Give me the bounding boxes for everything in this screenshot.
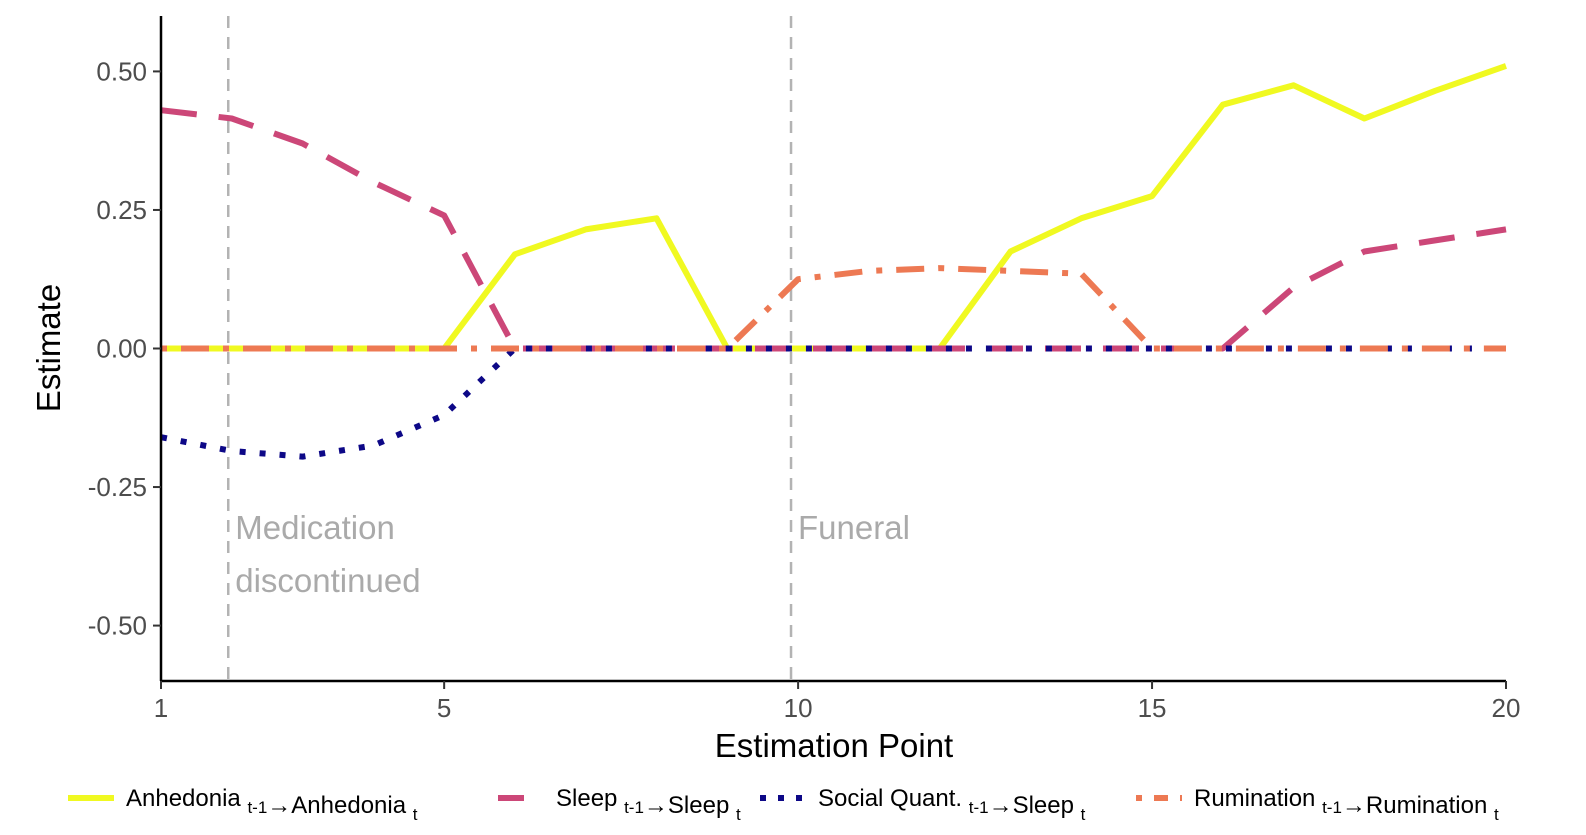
y-tick-label: 0.25 xyxy=(96,195,147,225)
x-tick-label: 1 xyxy=(154,693,168,723)
axis-ticks: 1 5 10 15 200.500.250.00-0.25-0.50 xyxy=(88,56,1521,723)
series-lines xyxy=(160,63,1507,460)
y-tick-label: 0.50 xyxy=(96,56,147,86)
legend-label: Anhedonia t-1→Anhedonia t xyxy=(126,785,418,824)
series-line-1 xyxy=(161,63,1507,352)
x-tick-label: 5 xyxy=(437,693,451,723)
legend: Anhedonia t-1→Anhedonia t Sleep t-1→Sleep… xyxy=(68,785,1499,824)
x-axis-title: Estimation Point xyxy=(715,727,953,764)
x-tick-label: 10 xyxy=(784,693,813,723)
legend-label: Sleep t-1→Sleep t xyxy=(556,785,741,824)
legend-label: Rumination t-1→Rumination t xyxy=(1194,785,1499,824)
series-line-2 xyxy=(160,107,1507,352)
x-tick-label: 15 xyxy=(1138,693,1167,723)
y-axis-title: Estimate xyxy=(30,284,67,412)
event-label: Medication xyxy=(235,509,395,546)
event-annotations: Medication discontinued Funeral xyxy=(235,509,910,599)
legend-label: Social Quant. t-1→Sleep t xyxy=(818,785,1086,824)
reference-lines xyxy=(227,16,793,681)
event-label-line2: discontinued xyxy=(235,562,420,599)
y-tick-label: -0.25 xyxy=(88,472,147,502)
series-line-4 xyxy=(161,265,1506,352)
x-tick-label: 20 xyxy=(1492,693,1521,723)
event-label: Funeral xyxy=(798,509,910,546)
y-tick-label: 0.00 xyxy=(96,334,147,364)
y-tick-label: -0.50 xyxy=(88,611,147,641)
series-line-3 xyxy=(160,345,1506,460)
